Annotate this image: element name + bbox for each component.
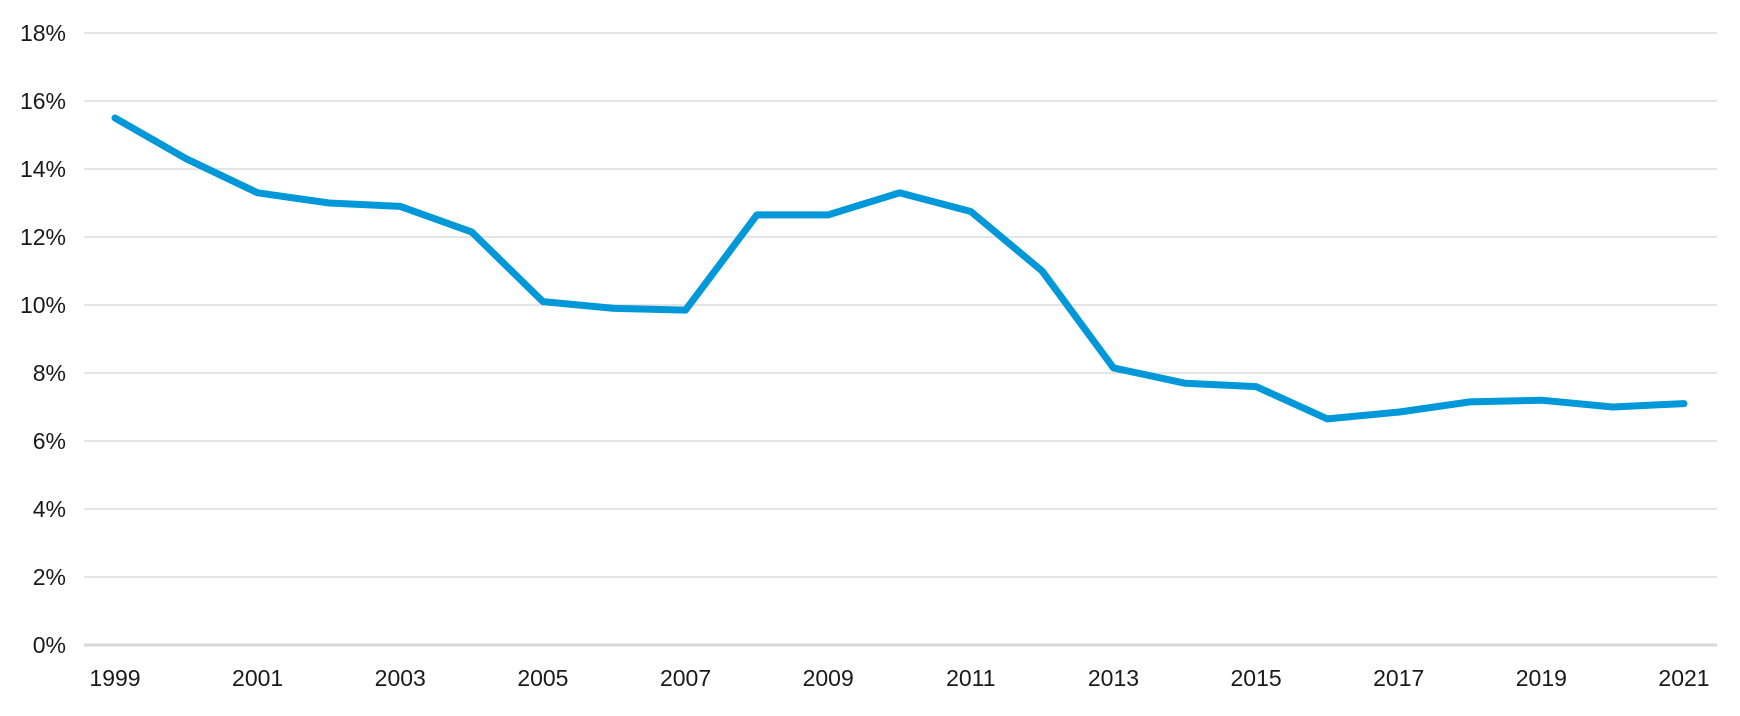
y-tick-label: 16% (20, 88, 66, 114)
series-line (111, 114, 1688, 423)
y-tick-label: 2% (33, 564, 66, 590)
y-tick-label: 4% (33, 496, 66, 522)
series-lines (111, 114, 1688, 423)
y-tick-label: 10% (20, 292, 66, 318)
x-tick-label: 2007 (660, 665, 711, 691)
x-tick-label: 2011 (946, 665, 995, 691)
y-tick-label: 6% (33, 428, 66, 454)
x-tick-label: 2003 (375, 665, 426, 691)
x-tick-label: 2021 (1658, 665, 1709, 691)
x-tick-label: 2013 (1088, 665, 1139, 691)
x-tick-label: 2001 (232, 665, 283, 691)
y-tick-label: 8% (33, 360, 66, 386)
gridlines (84, 32, 1717, 647)
x-tick-label: 2005 (517, 665, 568, 691)
x-tick-label: 2009 (803, 665, 854, 691)
x-tick-label: 1999 (89, 665, 140, 691)
y-tick-label: 12% (20, 224, 66, 250)
y-axis-ticks: 0% 2% 4% 6% 8% 10% 12% 14% 16% 18% (20, 20, 66, 658)
y-tick-label: 18% (20, 20, 66, 46)
x-axis-ticks: 1999 2001 2003 2005 2007 2009 2011 2013 2015 2017… (89, 665, 1709, 691)
x-tick-label: 2017 (1373, 665, 1424, 691)
x-tick-label: 2019 (1516, 665, 1567, 691)
y-tick-label: 14% (20, 156, 66, 182)
y-tick-label: 0% (33, 632, 66, 658)
x-tick-label: 2015 (1231, 665, 1282, 691)
